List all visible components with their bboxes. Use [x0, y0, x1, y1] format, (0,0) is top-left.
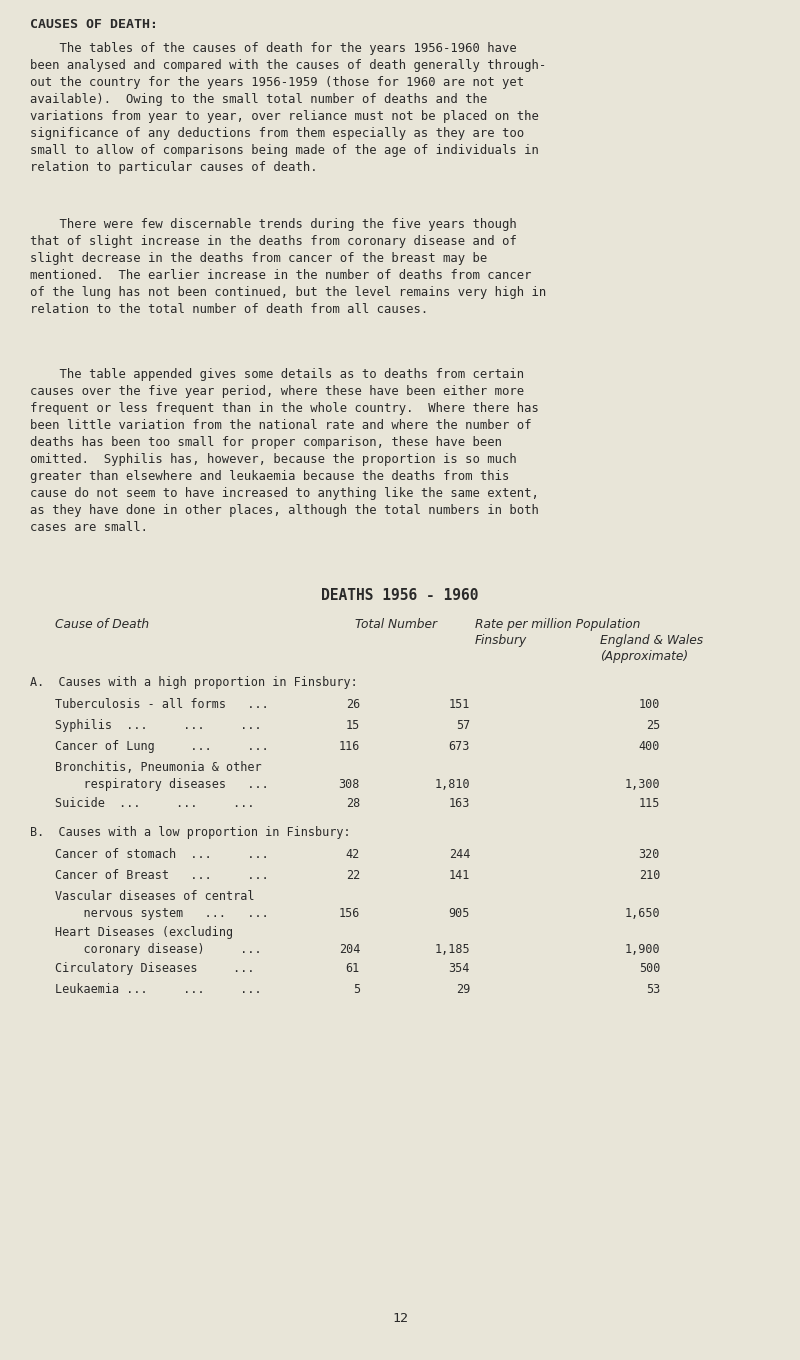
- Text: Cancer of Lung     ...     ...: Cancer of Lung ... ...: [55, 740, 269, 753]
- Text: omitted.  Syphilis has, however, because the proportion is so much: omitted. Syphilis has, however, because …: [30, 453, 517, 466]
- Text: The table appended gives some details as to deaths from certain: The table appended gives some details as…: [30, 369, 524, 381]
- Text: frequent or less frequent than in the whole country.  Where there has: frequent or less frequent than in the wh…: [30, 403, 539, 415]
- Text: Rate per million Population: Rate per million Population: [475, 617, 640, 631]
- Text: 5: 5: [353, 983, 360, 996]
- Text: 25: 25: [646, 719, 660, 732]
- Text: 1,810: 1,810: [434, 778, 470, 792]
- Text: Syphilis  ...     ...     ...: Syphilis ... ... ...: [55, 719, 262, 732]
- Text: England & Wales: England & Wales: [600, 634, 703, 647]
- Text: that of slight increase in the deaths from coronary disease and of: that of slight increase in the deaths fr…: [30, 235, 517, 248]
- Text: mentioned.  The earlier increase in the number of deaths from cancer: mentioned. The earlier increase in the n…: [30, 269, 531, 282]
- Text: A.  Causes with a high proportion in Finsbury:: A. Causes with a high proportion in Fins…: [30, 676, 358, 690]
- Text: cause do not seem to have increased to anything like the same extent,: cause do not seem to have increased to a…: [30, 487, 539, 500]
- Text: Cause of Death: Cause of Death: [55, 617, 149, 631]
- Text: 26: 26: [346, 698, 360, 711]
- Text: 210: 210: [638, 869, 660, 883]
- Text: 204: 204: [338, 942, 360, 956]
- Text: Leukaemia ...     ...     ...: Leukaemia ... ... ...: [55, 983, 262, 996]
- Text: of the lung has not been continued, but the level remains very high in: of the lung has not been continued, but …: [30, 286, 546, 299]
- Text: deaths has been too small for proper comparison, these have been: deaths has been too small for proper com…: [30, 437, 502, 449]
- Text: The tables of the causes of death for the years 1956-1960 have: The tables of the causes of death for th…: [30, 42, 517, 54]
- Text: variations from year to year, over reliance must not be placed on the: variations from year to year, over relia…: [30, 110, 539, 122]
- Text: 354: 354: [449, 962, 470, 975]
- Text: 1,185: 1,185: [434, 942, 470, 956]
- Text: 116: 116: [338, 740, 360, 753]
- Text: 1,300: 1,300: [624, 778, 660, 792]
- Text: 500: 500: [638, 962, 660, 975]
- Text: 244: 244: [449, 849, 470, 861]
- Text: respiratory diseases   ...: respiratory diseases ...: [55, 778, 269, 792]
- Text: cases are small.: cases are small.: [30, 521, 148, 534]
- Text: There were few discernable trends during the five years though: There were few discernable trends during…: [30, 218, 517, 231]
- Text: coronary disease)     ...: coronary disease) ...: [55, 942, 262, 956]
- Text: 163: 163: [449, 797, 470, 811]
- Text: relation to particular causes of death.: relation to particular causes of death.: [30, 160, 318, 174]
- Text: 42: 42: [346, 849, 360, 861]
- Text: 308: 308: [338, 778, 360, 792]
- Text: 115: 115: [638, 797, 660, 811]
- Text: Vascular diseases of central: Vascular diseases of central: [55, 889, 254, 903]
- Text: 141: 141: [449, 869, 470, 883]
- Text: (Approximate): (Approximate): [600, 650, 688, 664]
- Text: Bronchitis, Pneumonia & other: Bronchitis, Pneumonia & other: [55, 762, 262, 774]
- Text: 1,900: 1,900: [624, 942, 660, 956]
- Text: 673: 673: [449, 740, 470, 753]
- Text: Tuberculosis - all forms   ...: Tuberculosis - all forms ...: [55, 698, 269, 711]
- Text: 156: 156: [338, 907, 360, 919]
- Text: 12: 12: [392, 1312, 408, 1325]
- Text: 400: 400: [638, 740, 660, 753]
- Text: small to allow of comparisons being made of the age of individuals in: small to allow of comparisons being made…: [30, 144, 539, 156]
- Text: 28: 28: [346, 797, 360, 811]
- Text: as they have done in other places, although the total numbers in both: as they have done in other places, altho…: [30, 505, 539, 517]
- Text: Finsbury: Finsbury: [475, 634, 527, 647]
- Text: slight decrease in the deaths from cancer of the breast may be: slight decrease in the deaths from cance…: [30, 252, 487, 265]
- Text: significance of any deductions from them especially as they are too: significance of any deductions from them…: [30, 126, 524, 140]
- Text: Cancer of stomach  ...     ...: Cancer of stomach ... ...: [55, 849, 269, 861]
- Text: been little variation from the national rate and where the number of: been little variation from the national …: [30, 419, 531, 432]
- Text: Heart Diseases (excluding: Heart Diseases (excluding: [55, 926, 233, 938]
- Text: causes over the five year period, where these have been either more: causes over the five year period, where …: [30, 385, 524, 398]
- Text: 320: 320: [638, 849, 660, 861]
- Text: CAUSES OF DEATH:: CAUSES OF DEATH:: [30, 18, 158, 31]
- Text: nervous system   ...   ...: nervous system ... ...: [55, 907, 269, 919]
- Text: B.  Causes with a low proportion in Finsbury:: B. Causes with a low proportion in Finsb…: [30, 826, 350, 839]
- Text: available).  Owing to the small total number of deaths and the: available). Owing to the small total num…: [30, 92, 487, 106]
- Text: DEATHS 1956 - 1960: DEATHS 1956 - 1960: [322, 588, 478, 602]
- Text: out the country for the years 1956-1959 (those for 1960 are not yet: out the country for the years 1956-1959 …: [30, 76, 524, 88]
- Text: 57: 57: [456, 719, 470, 732]
- Text: 61: 61: [346, 962, 360, 975]
- Text: Circulatory Diseases     ...: Circulatory Diseases ...: [55, 962, 254, 975]
- Text: 905: 905: [449, 907, 470, 919]
- Text: 53: 53: [646, 983, 660, 996]
- Text: Total Number: Total Number: [355, 617, 437, 631]
- Text: 15: 15: [346, 719, 360, 732]
- Text: 100: 100: [638, 698, 660, 711]
- Text: Suicide  ...     ...     ...: Suicide ... ... ...: [55, 797, 254, 811]
- Text: Cancer of Breast   ...     ...: Cancer of Breast ... ...: [55, 869, 269, 883]
- Text: been analysed and compared with the causes of death generally through-: been analysed and compared with the caus…: [30, 58, 546, 72]
- Text: 1,650: 1,650: [624, 907, 660, 919]
- Text: 151: 151: [449, 698, 470, 711]
- Text: relation to the total number of death from all causes.: relation to the total number of death fr…: [30, 303, 428, 316]
- Text: 22: 22: [346, 869, 360, 883]
- Text: 29: 29: [456, 983, 470, 996]
- Text: greater than elsewhere and leukaemia because the deaths from this: greater than elsewhere and leukaemia bec…: [30, 471, 510, 483]
